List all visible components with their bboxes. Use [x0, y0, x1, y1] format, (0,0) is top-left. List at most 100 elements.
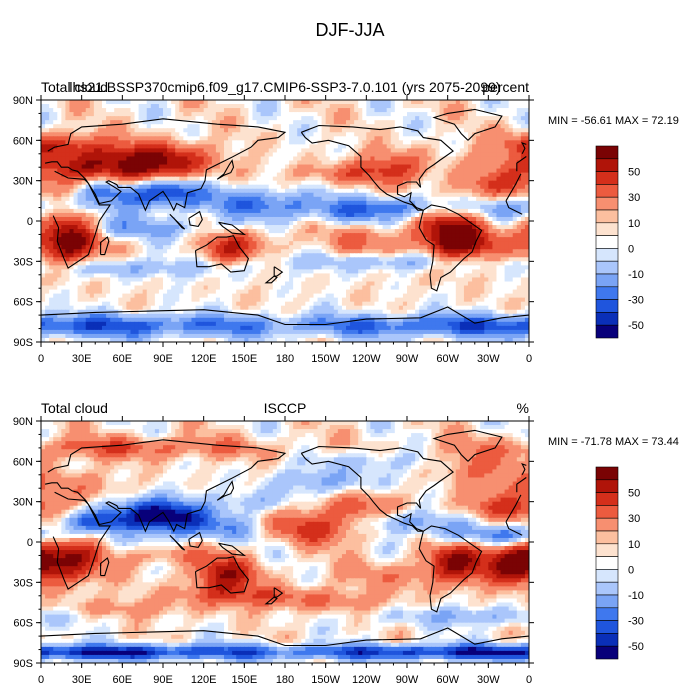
heatmap-cell — [134, 160, 140, 166]
heatmap-cell — [179, 160, 184, 166]
heatmap-cell — [293, 104, 298, 109]
heatmap-cell — [500, 148, 506, 154]
heatmap-cell — [134, 108, 140, 113]
heatmap-cell — [69, 176, 75, 182]
heatmap-cell — [341, 192, 347, 198]
heatmap-cell — [472, 120, 477, 125]
heatmap-cell — [415, 156, 420, 162]
heatmap-cell — [49, 261, 54, 266]
heatmap-cell — [260, 172, 266, 178]
heatmap-cell — [435, 176, 441, 182]
heatmap-cell — [346, 237, 351, 242]
heatmap-cell — [447, 168, 453, 174]
heatmap-cell — [244, 116, 249, 121]
heatmap-cell — [508, 237, 514, 242]
heatmap-cell — [232, 104, 237, 109]
heatmap-cell — [138, 172, 144, 178]
heatmap-cell — [195, 249, 201, 254]
heatmap-cell — [504, 120, 510, 125]
heatmap-cell — [53, 120, 58, 125]
heatmap-cell — [232, 241, 237, 246]
heatmap-cell — [301, 253, 306, 258]
heatmap-cell — [394, 104, 400, 109]
heatmap-cell — [150, 108, 156, 113]
heatmap-cell — [346, 180, 351, 186]
heatmap-cell — [77, 200, 83, 206]
heatmap-cell — [480, 208, 485, 214]
heatmap-cell — [244, 168, 249, 174]
heatmap-cell — [73, 265, 79, 270]
heatmap-cell — [362, 128, 367, 133]
heatmap-cell — [171, 229, 176, 234]
heatmap-cell — [191, 196, 197, 202]
heatmap-cell — [219, 144, 225, 149]
heatmap-cell — [150, 164, 156, 170]
heatmap-cell — [146, 116, 152, 121]
heatmap-cell — [321, 156, 327, 162]
heatmap-cell — [126, 249, 132, 254]
heatmap-cell — [41, 128, 46, 133]
heatmap-cell — [394, 212, 400, 218]
heatmap-cell — [504, 188, 510, 194]
heatmap-cell — [337, 100, 343, 105]
heatmap-cell — [183, 233, 188, 238]
heatmap-cell — [354, 164, 359, 170]
heatmap-cell — [317, 237, 323, 242]
heatmap-cell — [378, 208, 384, 214]
heatmap-cell — [93, 140, 99, 145]
heatmap-cell — [85, 120, 91, 125]
heatmap-cell — [130, 265, 136, 270]
heatmap-cell — [224, 164, 229, 170]
heatmap-cell — [427, 176, 432, 182]
heatmap-cell — [89, 184, 95, 190]
heatmap-cell — [154, 104, 160, 109]
heatmap-cell — [333, 192, 339, 198]
heatmap-cell — [451, 261, 457, 266]
heatmap-cell — [126, 204, 132, 210]
heatmap-cell — [492, 261, 498, 266]
heatmap-cell — [240, 160, 245, 166]
heatmap-cell — [427, 112, 432, 117]
heatmap-cell — [431, 212, 437, 218]
heatmap-cell — [81, 132, 87, 137]
heatmap-cell — [53, 204, 58, 210]
heatmap-cell — [321, 128, 327, 133]
heatmap-cell — [472, 140, 477, 145]
heatmap-cell — [154, 116, 160, 121]
heatmap-cell — [362, 108, 367, 113]
heatmap-cell — [419, 200, 424, 206]
heatmap-cell — [110, 225, 115, 230]
heatmap-cell — [333, 120, 339, 125]
heatmap-cell — [337, 261, 343, 266]
heatmap-cell — [57, 152, 62, 158]
heatmap-cell — [179, 148, 184, 154]
heatmap-cell — [390, 148, 396, 154]
heatmap-cell — [280, 184, 286, 190]
heatmap-cell — [167, 172, 172, 178]
heatmap-cell — [382, 221, 388, 226]
heatmap-cell — [150, 192, 156, 198]
heatmap-cell — [264, 128, 270, 133]
heatmap-cell — [248, 221, 254, 226]
heatmap-cell — [203, 116, 209, 121]
heatmap-cell — [49, 168, 54, 174]
heatmap-cell — [187, 100, 193, 105]
heatmap-cell — [415, 196, 420, 202]
heatmap-cell — [411, 237, 416, 242]
heatmap-cell — [199, 112, 205, 117]
heatmap-cell — [69, 116, 75, 121]
heatmap-cell — [224, 160, 229, 166]
heatmap-cell — [142, 172, 148, 178]
heatmap-cell — [423, 204, 428, 210]
heatmap-cell — [333, 208, 339, 214]
heatmap-cell — [289, 104, 294, 109]
heatmap-cell — [199, 164, 205, 170]
heatmap-cell — [443, 229, 449, 234]
heatmap-cell — [285, 108, 290, 113]
heatmap-cell — [463, 152, 469, 158]
heatmap-cell — [260, 180, 266, 186]
heatmap-cell — [468, 128, 473, 133]
heatmap-cell — [402, 216, 408, 222]
heatmap-cell — [240, 204, 245, 210]
heatmap-cell — [195, 265, 201, 270]
